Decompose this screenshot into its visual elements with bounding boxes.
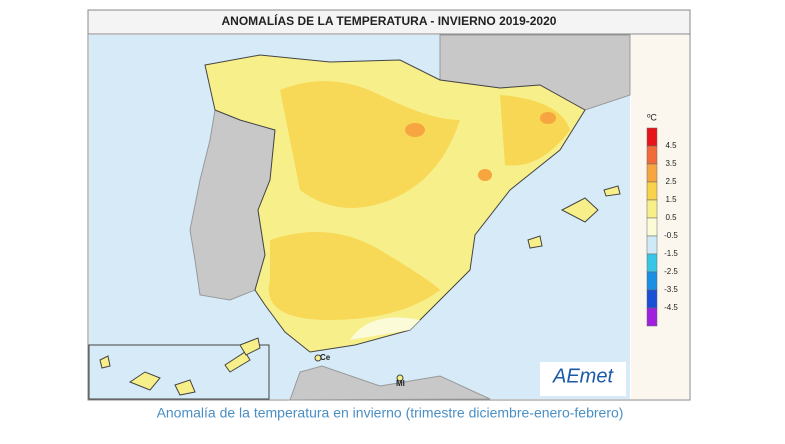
canary bbox=[99, 355, 111, 369]
warm-patch bbox=[268, 232, 440, 320]
legend-unit: ºC bbox=[647, 112, 657, 122]
legend-swatch bbox=[646, 199, 658, 219]
canary bbox=[224, 351, 251, 373]
legend-tick-label: -2.5 bbox=[664, 267, 678, 276]
caption: Anomalía de la temperatura en invierno (… bbox=[157, 405, 624, 421]
balearic bbox=[560, 197, 599, 223]
canary bbox=[128, 371, 161, 391]
africa bbox=[289, 365, 491, 401]
legend-swatch bbox=[646, 271, 658, 291]
logo: AEmet bbox=[552, 365, 614, 387]
legend-swatch bbox=[646, 181, 658, 201]
legend-swatch bbox=[646, 145, 658, 165]
legend-swatch bbox=[646, 253, 658, 273]
hot-patch bbox=[405, 123, 425, 137]
mild-patch bbox=[350, 317, 420, 340]
map-title: ANOMALÍAS DE LA TEMPERATURA - INVIERNO 2… bbox=[222, 13, 557, 28]
legend-tick-label: -1.5 bbox=[664, 249, 678, 258]
legend-tick-label: 4.5 bbox=[665, 141, 677, 150]
title-bar bbox=[87, 9, 691, 35]
legend-tick-label: 0.5 bbox=[665, 213, 677, 222]
balearic bbox=[603, 185, 621, 197]
melilla bbox=[396, 374, 404, 382]
canary bbox=[239, 337, 261, 356]
legend-swatch bbox=[646, 163, 658, 183]
legend-tick-label: -0.5 bbox=[664, 231, 678, 240]
hot-patch bbox=[540, 112, 556, 124]
legend-swatch bbox=[646, 217, 658, 237]
legend-swatch bbox=[646, 307, 658, 327]
legend-swatch bbox=[646, 289, 658, 309]
map: Ce Ml AEmet bbox=[88, 34, 631, 401]
hot-patch bbox=[478, 169, 492, 181]
ceuta bbox=[314, 354, 322, 362]
warm-patch bbox=[500, 95, 570, 166]
city-label: Ce bbox=[320, 353, 331, 362]
warm-patch bbox=[280, 81, 460, 208]
city-label: Ml bbox=[396, 379, 405, 388]
legend-tick-label: 2.5 bbox=[665, 177, 677, 186]
legend-tick-label: 1.5 bbox=[665, 195, 677, 204]
balearic bbox=[527, 235, 543, 249]
legend-swatch bbox=[646, 235, 658, 255]
canary bbox=[174, 379, 196, 396]
legend-panel bbox=[631, 35, 689, 399]
legend-tick-label: -3.5 bbox=[664, 285, 678, 294]
legend: 4.5 3.5 2.5 1.5 0.5 -0.5 -1.5 -2.5 -3.5 -4.5 bbox=[646, 127, 678, 327]
logo-box bbox=[540, 362, 626, 396]
legend-swatch bbox=[646, 127, 658, 147]
legend-tick-label: -4.5 bbox=[664, 303, 678, 312]
legend-tick-label: 3.5 bbox=[665, 159, 677, 168]
